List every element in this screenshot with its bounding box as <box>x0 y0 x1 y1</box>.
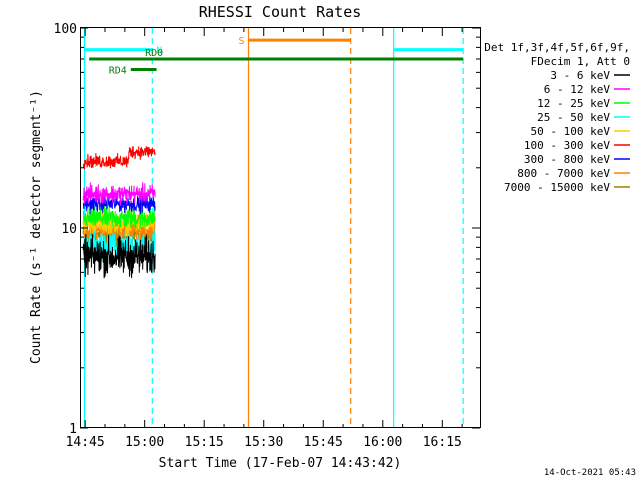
state-bar-label: N <box>156 46 162 57</box>
state-bar-label: RD4 <box>109 66 127 77</box>
series-line <box>82 234 156 279</box>
legend-entry-label: 7000 - 15000 keV <box>504 181 610 194</box>
series-line <box>82 182 156 206</box>
legend-entry-label: 100 - 300 keV <box>524 139 610 152</box>
series-line <box>82 209 156 237</box>
y-tick-label: 100 <box>54 22 77 37</box>
legend-header: Det 1f,3f,4f,5f,6f,9f, <box>484 41 630 54</box>
legend-entry-label: 12 - 25 keV <box>537 97 610 110</box>
legend-entry-label: 50 - 100 keV <box>531 125 611 138</box>
state-bar-label: RD0 <box>145 48 163 59</box>
legend-entry-label: 25 - 50 keV <box>537 111 610 124</box>
legend-entry-label: 3 - 6 keV <box>550 69 610 82</box>
chart-title: RHESSI Count Rates <box>199 3 362 21</box>
x-tick-label: 15:45 <box>304 435 343 450</box>
series-line <box>82 193 156 215</box>
y-tick-label: 1 <box>69 422 77 437</box>
timestamp: 14-Oct-2021 05:43 <box>544 468 636 478</box>
x-tick-label: 15:30 <box>244 435 283 450</box>
y-tick-label: 10 <box>61 222 77 237</box>
x-axis-label: Start Time (17-Feb-07 14:43:42) <box>159 456 402 471</box>
legend: Det 1f,3f,4f,5f,6f,9f,FDecim 1, Att 03 -… <box>484 41 630 194</box>
x-tick-label: 16:00 <box>363 435 402 450</box>
y-axis-label: Count Rate (s⁻¹ detector segment⁻¹) <box>29 90 44 364</box>
series-line <box>82 146 156 170</box>
legend-entry-label: 300 - 800 keV <box>524 153 610 166</box>
legend-entry-label: 800 - 7000 keV <box>517 167 610 180</box>
legend-entry-label: 6 - 12 keV <box>544 83 611 96</box>
x-tick-label: 15:00 <box>125 435 164 450</box>
axes-layer: 14:45 15:00 15:15 15:30 15:45 16:00 16:15 1 10 10… <box>54 22 480 450</box>
x-tick-label: 16:15 <box>423 435 462 450</box>
state-bar-label: S <box>238 36 244 47</box>
legend-header: FDecim 1, Att 0 <box>531 55 630 68</box>
x-tick-label: 14:45 <box>66 435 105 450</box>
annotation-layer: N S RD0 RD4 <box>83 28 464 428</box>
series-layer <box>82 146 156 279</box>
series-line <box>82 204 156 229</box>
x-tick-label: 15:15 <box>185 435 224 450</box>
